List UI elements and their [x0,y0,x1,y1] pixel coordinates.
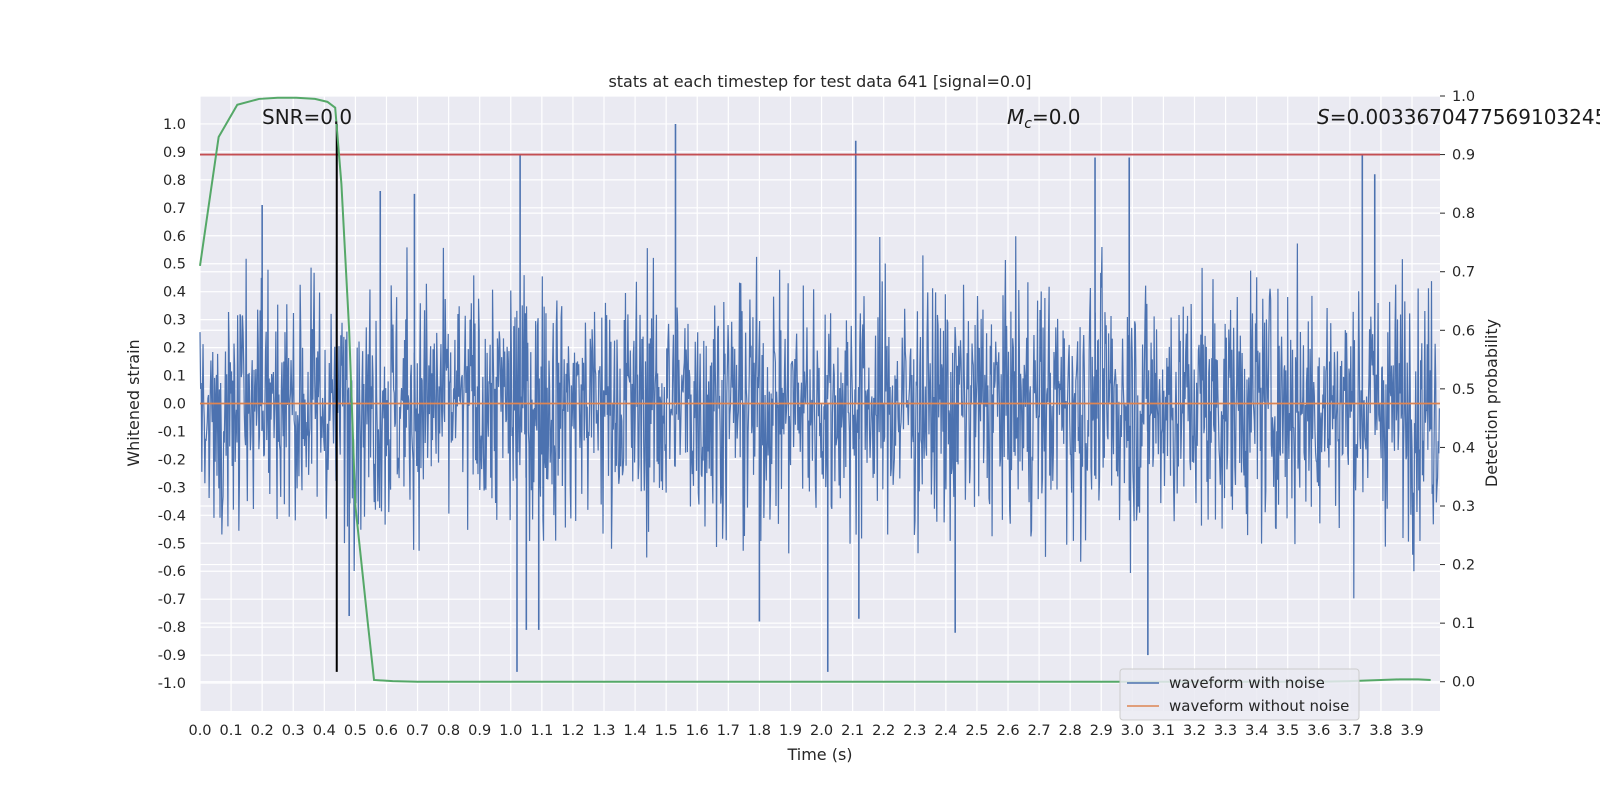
x-tick-label: 0.6 [375,723,398,739]
y-tick-label: 0.1 [163,369,186,385]
x-tick-label: 2.5 [965,723,988,739]
y-tick-label: -0.9 [158,648,186,664]
y-tick-label: -0.6 [158,564,186,580]
y2-tick-label: 0.8 [1452,206,1475,222]
x-tick-label: 1.7 [717,723,740,739]
x-tick-label: 2.1 [841,723,864,739]
x-tick-label: 3.6 [1307,723,1330,739]
y-tick-label: 0.2 [163,341,186,357]
mc-annotation: Mc=0.0 [1007,105,1081,132]
y-tick-label: 0.0 [163,397,186,413]
x-tick-label: 2.2 [872,723,895,739]
x-tick-label: 3.4 [1245,723,1268,739]
mc-subscript: c [1024,116,1032,132]
snr-annotation: SNR=0.0 [262,105,352,129]
y-tick-label: 0.6 [163,229,186,245]
s-value: =0.0033670477569103245 [1330,105,1600,129]
y-tick-label: 0.8 [163,173,186,189]
y-tick-label: 0.5 [163,257,186,273]
y2-axis-label: Detection probability [1482,319,1501,487]
y2-tick-label: 0.4 [1452,440,1475,456]
x-tick-label: 1.9 [779,723,802,739]
legend: waveform with noise waveform without noi… [1119,668,1360,721]
x-tick-label: 1.4 [624,723,647,739]
y2-tick-label: 0.3 [1452,499,1475,515]
s-annotation: S=0.0033670477569103245 [1317,105,1600,129]
x-tick-label: 0.9 [468,723,491,739]
x-tick-label: 0.4 [313,723,336,739]
x-tick-label: 3.7 [1338,723,1361,739]
x-tick-label: 1.5 [655,723,678,739]
y-tick-label: -0.3 [158,480,186,496]
x-tick-label: 2.6 [996,723,1019,739]
y2-tick-label: 0.6 [1452,323,1475,339]
x-tick-label: 1.0 [499,723,522,739]
x-tick-label: 1.6 [686,723,709,739]
x-tick-label: 2.0 [810,723,833,739]
s-symbol: S [1317,105,1330,129]
y2-tick-label: 0.5 [1452,382,1475,398]
x-tick-label: 3.0 [1121,723,1144,739]
legend-label-noise: waveform with noise [1169,674,1325,692]
mc-symbol: M [1007,105,1024,129]
mc-value: =0.0 [1032,105,1081,129]
x-tick-label: 2.8 [1059,723,1082,739]
y-tick-label: -0.8 [158,620,186,636]
y2-tick-label: 1.0 [1452,89,1475,105]
x-tick-label: 0.5 [344,723,367,739]
x-tick-label: 3.5 [1276,723,1299,739]
y-tick-label: -0.5 [158,536,186,552]
x-tick-label: 1.2 [561,723,584,739]
y2-tick-label: 0.0 [1452,675,1475,691]
y2-tick-label: 0.1 [1452,616,1475,632]
y-tick-label: -0.4 [158,508,186,524]
x-axis-label: Time (s) [786,745,852,764]
x-tick-label: 1.3 [592,723,615,739]
x-tick-label: 0.3 [282,723,305,739]
x-tick-label: 0.2 [251,723,274,739]
x-tick-label: 0.7 [406,723,429,739]
y-tick-label: 1.0 [163,117,186,133]
y2-tick-label: 0.9 [1452,148,1475,164]
x-tick-label: 3.2 [1183,723,1206,739]
y-tick-label: -1.0 [158,676,186,692]
x-tick-label: 3.1 [1152,723,1175,739]
y-tick-label: 0.9 [163,145,186,161]
x-tick-label: 0.0 [188,723,211,739]
x-tick-label: 2.7 [1028,723,1051,739]
series-line-waveform-with-noise [199,236,1440,599]
x-tick-label: 2.3 [903,723,926,739]
x-tick-label: 0.1 [220,723,243,739]
y-tick-label: -0.2 [158,452,186,468]
ticks-layer: 0.0 0.1 0.2 0.3 0.4 0.5 0.6 0.7 0.8 0.9 1.0 1.1 1.2 1… [158,89,1475,739]
chart-title: stats at each timestep for test data 641… [608,72,1031,91]
x-tick-label: 2.9 [1090,723,1113,739]
y-tick-label: -0.7 [158,592,186,608]
x-tick-label: 3.9 [1400,723,1423,739]
y-tick-label: 0.7 [163,201,186,217]
legend-label-clean: waveform without noise [1169,697,1349,715]
y-tick-label: -0.1 [158,424,186,440]
y-tick-label: 0.4 [163,285,186,301]
legend-box [1119,668,1360,721]
x-tick-label: 0.8 [437,723,460,739]
y2-tick-label: 0.2 [1452,558,1475,574]
y-axis-label: Whitened strain [124,339,143,466]
x-tick-label: 1.1 [530,723,553,739]
y2-tick-label: 0.7 [1452,265,1475,281]
x-tick-label: 3.3 [1214,723,1237,739]
y-tick-label: 0.3 [163,313,186,329]
x-tick-label: 3.8 [1369,723,1392,739]
x-tick-label: 1.8 [748,723,771,739]
x-tick-label: 2.4 [934,723,957,739]
noise-layer [199,123,1440,672]
